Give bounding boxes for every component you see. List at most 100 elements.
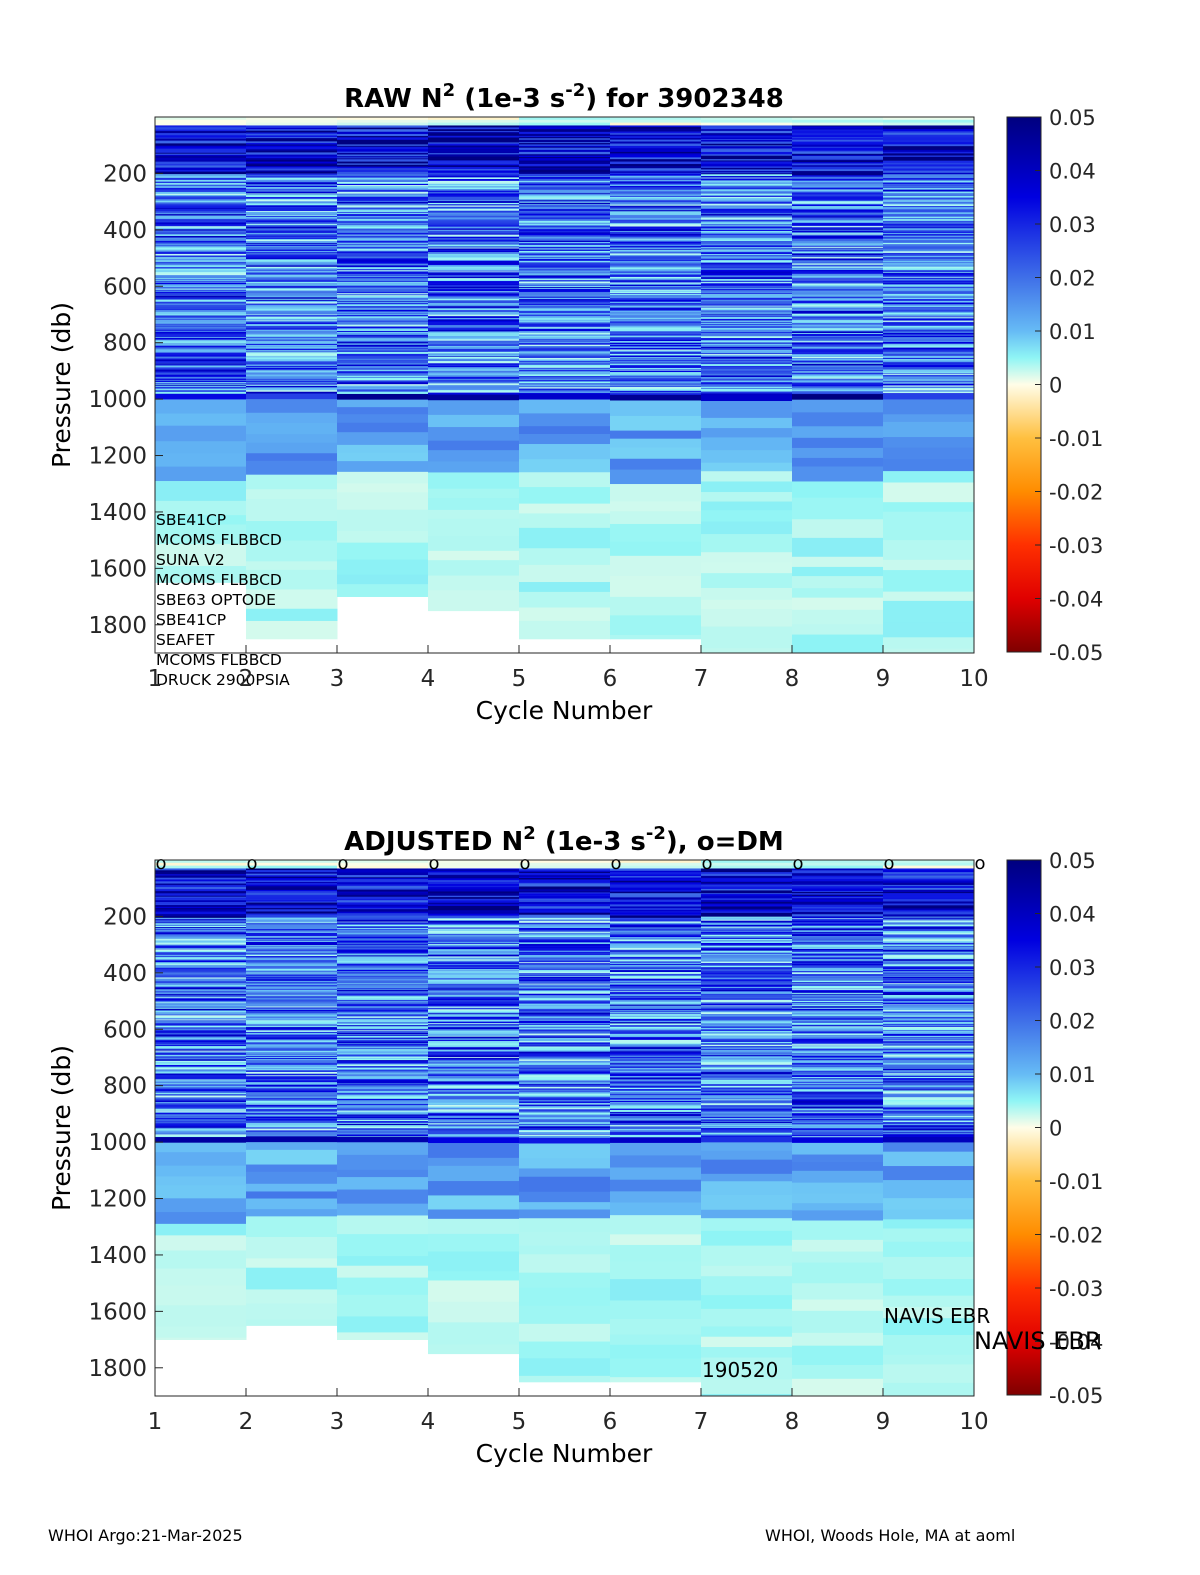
heatmap-cell xyxy=(246,918,338,921)
heatmap-cell xyxy=(883,122,975,126)
heatmap-cell xyxy=(883,1073,975,1075)
heatmap-cell xyxy=(155,167,247,171)
heatmap-cell xyxy=(701,321,793,323)
heatmap-cell xyxy=(519,914,611,917)
y-tick-label: 1800 xyxy=(88,613,147,639)
heatmap-cell xyxy=(337,290,429,293)
heatmap-cell xyxy=(428,915,520,919)
heatmap-cell xyxy=(428,206,520,209)
heatmap-cell xyxy=(155,266,247,268)
heatmap-cell xyxy=(883,482,975,503)
heatmap-cell xyxy=(246,1048,338,1051)
colorbar-tick-label: 0.05 xyxy=(1049,849,1096,873)
heatmap xyxy=(155,860,975,1397)
heatmap-cell xyxy=(155,313,247,317)
heatmap-cell xyxy=(337,1057,429,1060)
heatmap-cell xyxy=(519,366,611,368)
heatmap-cell xyxy=(337,159,429,162)
heatmap-cell xyxy=(428,985,520,988)
heatmap-cell xyxy=(428,1019,520,1021)
heatmap-cell xyxy=(519,980,611,983)
heatmap-cell xyxy=(337,976,429,979)
heatmap-cell xyxy=(428,1025,520,1028)
heatmap-cell xyxy=(883,949,975,952)
heatmap-cell xyxy=(701,1106,793,1109)
heatmap-cell xyxy=(701,338,793,341)
heatmap-cell xyxy=(519,871,611,874)
heatmap-cell xyxy=(883,287,975,291)
heatmap-cell xyxy=(337,1055,429,1058)
heatmap-cell xyxy=(519,940,611,943)
heatmap-cell xyxy=(428,982,520,985)
heatmap-cell xyxy=(883,1306,975,1319)
heatmap-cell xyxy=(519,1019,611,1022)
heatmap-cell xyxy=(246,374,338,377)
heatmap-cell xyxy=(701,346,793,349)
heatmap-cell xyxy=(792,1119,884,1121)
heatmap-cell xyxy=(246,338,338,340)
heatmap-cell xyxy=(337,185,429,187)
heatmap-cell xyxy=(155,1152,247,1167)
heatmap-cell xyxy=(701,293,793,295)
heatmap-cell xyxy=(701,289,793,291)
heatmap-cell xyxy=(155,1089,247,1092)
heatmap-cell xyxy=(246,1028,338,1030)
heatmap-cell xyxy=(883,1132,975,1135)
heatmap-cell xyxy=(155,875,247,879)
heatmap-cell xyxy=(155,278,247,281)
heatmap-cell xyxy=(337,1105,429,1108)
heatmap-cell xyxy=(155,1118,247,1120)
heatmap-cell xyxy=(883,882,975,886)
heatmap-cell xyxy=(701,262,793,264)
heatmap-cell xyxy=(792,261,884,264)
heatmap-cell xyxy=(883,933,975,935)
colorbar-tick-label: -0.05 xyxy=(1049,1384,1103,1408)
heatmap-cell xyxy=(155,261,247,264)
heatmap-cell xyxy=(428,1102,520,1104)
heatmap-cell xyxy=(701,1108,793,1111)
heatmap-cell xyxy=(519,311,611,314)
heatmap-cell xyxy=(519,1080,611,1083)
heatmap-cell xyxy=(428,1135,520,1137)
heatmap-cell xyxy=(428,131,520,133)
heatmap-cell xyxy=(155,1000,247,1002)
heatmap-cell xyxy=(883,981,975,984)
heatmap-cell xyxy=(519,249,611,252)
heatmap-cell xyxy=(519,1085,611,1088)
heatmap-cell xyxy=(610,283,702,286)
heatmap-cell xyxy=(246,914,338,918)
heatmap-cell xyxy=(701,290,793,293)
heatmap-cell xyxy=(246,257,338,260)
heatmap-cell xyxy=(519,1024,611,1028)
heatmap-cell xyxy=(246,1267,338,1290)
heatmap-cell xyxy=(428,957,520,960)
heatmap-cell xyxy=(428,1096,520,1099)
heatmap-cell xyxy=(610,288,702,291)
heatmap-cell xyxy=(246,313,338,315)
heatmap-cell xyxy=(428,314,520,317)
heatmap-cell xyxy=(701,1012,793,1015)
heatmap-cell xyxy=(610,1066,702,1069)
heatmap-cell xyxy=(246,988,338,991)
heatmap-cell xyxy=(610,958,702,960)
heatmap-cell xyxy=(246,912,338,914)
heatmap-cell xyxy=(337,125,429,129)
heatmap-cell xyxy=(155,886,247,890)
heatmap-cell xyxy=(246,381,338,383)
heatmap-cell xyxy=(610,993,702,995)
heatmap-cell xyxy=(337,218,429,221)
heatmap-cell xyxy=(701,292,793,294)
heatmap-cell xyxy=(428,265,520,268)
heatmap-cell xyxy=(610,997,702,999)
heatmap-cell xyxy=(883,1134,975,1137)
heatmap-cell xyxy=(792,1026,884,1028)
heatmap-cell xyxy=(610,346,702,349)
heatmap-cell xyxy=(610,170,702,172)
heatmap-cell xyxy=(883,974,975,977)
heatmap-cell xyxy=(792,242,884,244)
heatmap-cell xyxy=(337,249,429,252)
heatmap-cell xyxy=(337,194,429,196)
heatmap-cell xyxy=(519,1014,611,1017)
heatmap-cell xyxy=(701,299,793,301)
heatmap-cell xyxy=(428,988,520,990)
